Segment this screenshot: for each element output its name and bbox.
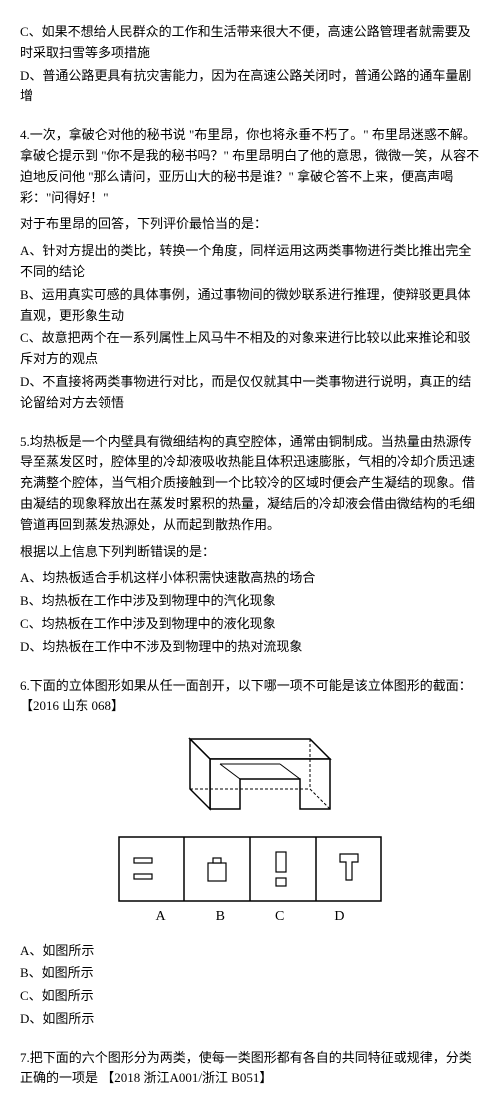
options-svg	[118, 836, 382, 902]
q3-option-d: D、普通公路更具有抗灾害能力，因为在高速公路关闭时，普通公路的通车量剧增	[20, 66, 480, 108]
label-c: C	[275, 906, 284, 928]
label-a: A	[156, 906, 166, 928]
q6-options-figure: A B C D	[20, 836, 480, 928]
q5-sub: 根据以上信息下列判断错误的是：	[20, 542, 480, 563]
question-6: 6.下面的立体图形如果从任一面剖开，以下哪一项不可能是该立体图形的截面：【201…	[20, 676, 480, 1030]
q5-stem: 5.均热板是一个内壁具有微细结构的真空腔体，通常由铜制成。当热量由热源传导至蒸发…	[20, 432, 480, 536]
q6-labels: A B C D	[20, 906, 480, 928]
q4-sub: 对于布里昂的回答，下列评价最恰当的是：	[20, 214, 480, 235]
q4-option-b: B、运用真实可感的具体事例，通过事物间的微妙联系进行推理，使辩驳更具体直观，更形…	[20, 285, 480, 327]
q4-option-a: A、针对方提出的类比，转换一个角度，同样运用这两类事物进行类比推出完全不同的结论	[20, 241, 480, 283]
q4-stem: 4.一次，拿破仑对他的秘书说 "布里昂，你也将永垂不朽了。" 布里昂迷惑不解。拿…	[20, 125, 480, 208]
label-d: D	[334, 906, 344, 928]
q6-option-c: C、如图所示	[20, 986, 480, 1007]
q4-option-c: C、故意把两个在一系列属性上风马牛不相及的对象来进行比较以此来推论和驳斥对方的观…	[20, 328, 480, 370]
q7-stem: 7.把下面的六个图形分为两类，使每一类图形都有各自的共同特征或规律，分类正确的一…	[20, 1048, 480, 1090]
q6-option-d: D、如图所示	[20, 1009, 480, 1030]
prism-svg	[160, 729, 340, 824]
q5-option-b: B、均热板在工作中涉及到物理中的汽化现象	[20, 591, 480, 612]
q6-stem: 6.下面的立体图形如果从任一面剖开，以下哪一项不可能是该立体图形的截面：【201…	[20, 676, 480, 718]
q6-option-b: B、如图所示	[20, 963, 480, 984]
q4-option-d: D、不直接将两类事物进行对比，而是仅仅就其中一类事物进行说明，真正的结论留给对方…	[20, 372, 480, 414]
q3-option-c: C、如果不想给人民群众的工作和生活带来很大不便，高速公路管理者就需要及时采取扫雪…	[20, 22, 480, 64]
q6-option-a: A、如图所示	[20, 941, 480, 962]
q5-option-c: C、均热板在工作中涉及到物理中的液化现象	[20, 614, 480, 635]
question-5: 5.均热板是一个内壁具有微细结构的真空腔体，通常由铜制成。当热量由热源传导至蒸发…	[20, 432, 480, 658]
q5-option-a: A、均热板适合手机这样小体积需快速散高热的场合	[20, 568, 480, 589]
label-b: B	[216, 906, 225, 928]
q5-option-d: D、均热板在工作中不涉及到物理中的热对流现象	[20, 637, 480, 658]
question-7: 7.把下面的六个图形分为两类，使每一类图形都有各自的共同特征或规律，分类正确的一…	[20, 1048, 480, 1090]
question-4: 4.一次，拿破仑对他的秘书说 "布里昂，你也将永垂不朽了。" 布里昂迷惑不解。拿…	[20, 125, 480, 413]
q6-3d-figure	[20, 729, 480, 824]
